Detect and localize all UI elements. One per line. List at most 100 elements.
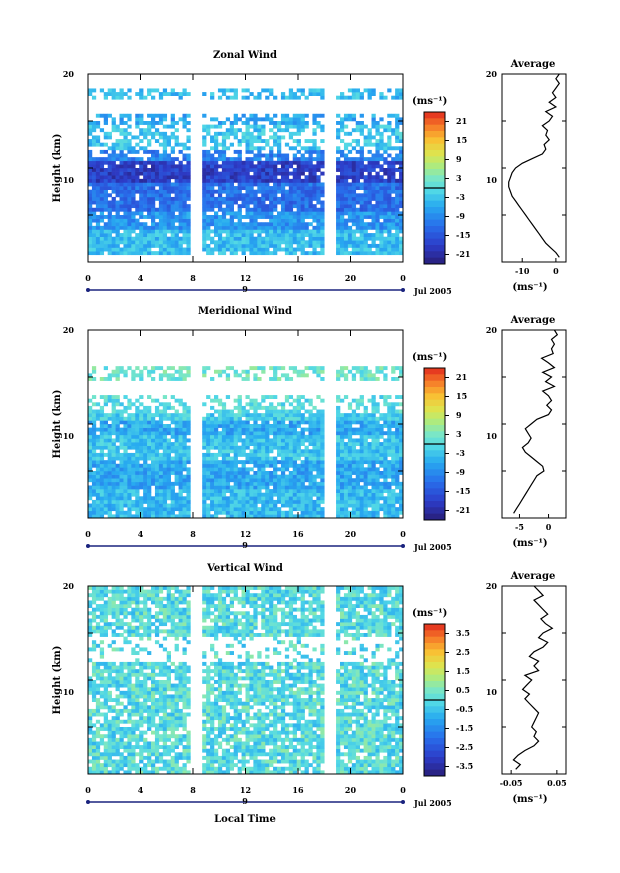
- heatmap-cell: [395, 402, 400, 407]
- heatmap-cell: [123, 416, 128, 421]
- heatmap-cell: [375, 157, 380, 162]
- heatmap-cell: [178, 171, 183, 176]
- heatmap-cell: [202, 489, 207, 493]
- heatmap-cell: [111, 467, 116, 472]
- heatmap-cell: [379, 204, 384, 209]
- heatmap-cell: [107, 168, 112, 172]
- heatmap-cell: [308, 481, 313, 486]
- heatmap-cell: [131, 251, 136, 256]
- heatmap-cell: [147, 485, 152, 490]
- heatmap-cell: [277, 160, 282, 165]
- heatmap-cell: [351, 207, 357, 212]
- heatmap-cell: [143, 222, 148, 227]
- heatmap-cell: [166, 514, 171, 518]
- heatmap-cell: [229, 189, 234, 194]
- heatmap-cell: [147, 463, 152, 468]
- heatmap-cell: [221, 251, 227, 256]
- heatmap-cell: [206, 175, 211, 180]
- heatmap-cell: [119, 507, 124, 512]
- heatmap-cell: [284, 251, 290, 256]
- heatmap-cell: [139, 240, 144, 245]
- heatmap-cell: [288, 135, 294, 140]
- heatmap-cell: [351, 200, 357, 205]
- heatmap-cell: [269, 377, 274, 381]
- heatmap-cell: [316, 481, 321, 486]
- heatmap-cell: [351, 182, 357, 187]
- heatmap-cell: [217, 471, 223, 475]
- heatmap-cell: [265, 193, 270, 198]
- heatmap-cell: [202, 481, 207, 486]
- heatmap-cell: [399, 178, 403, 183]
- heatmap-cell: [127, 485, 132, 490]
- heatmap-cell: [340, 434, 345, 439]
- heatmap-cell: [111, 481, 116, 486]
- heatmap-cell: [99, 160, 105, 165]
- heatmap-cell: [123, 236, 128, 241]
- heatmap-cell: [91, 492, 97, 497]
- heatmap-cell: [95, 402, 101, 407]
- heatmap-cell: [257, 460, 262, 465]
- heatmap-cell: [135, 424, 140, 428]
- heatmap-cell: [399, 507, 403, 512]
- heatmap-cell: [288, 395, 294, 399]
- heatmap-cell: [182, 88, 187, 93]
- heatmap-cell: [245, 492, 250, 497]
- heatmap-cell: [261, 460, 266, 465]
- heatmap-cell: [158, 113, 164, 118]
- heatmap-cell: [115, 398, 120, 403]
- heatmap-cell: [383, 218, 388, 223]
- heatmap-cell: [95, 222, 101, 227]
- heatmap-cell: [399, 164, 403, 169]
- heatmap-cell: [214, 460, 219, 465]
- heatmap-cell: [308, 449, 313, 454]
- heatmap-cell: [363, 182, 368, 187]
- heatmap-cell: [99, 395, 105, 399]
- heatmap-cell: [115, 186, 120, 190]
- heatmap-cell: [111, 95, 116, 100]
- heatmap-cell: [174, 420, 179, 425]
- heatmap-cell: [261, 229, 266, 234]
- heatmap-cell: [359, 427, 364, 432]
- heatmap-cell: [347, 405, 353, 410]
- heatmap-cell: [312, 225, 317, 230]
- heatmap-cell: [91, 478, 97, 483]
- heatmap-cell: [214, 507, 219, 512]
- heatmap-cell: [383, 442, 388, 446]
- heatmap-cell: [316, 124, 321, 129]
- heatmap-cell: [202, 222, 207, 227]
- heatmap-cell: [383, 398, 388, 403]
- heatmap-cell: [143, 200, 148, 205]
- heatmap-cell: [143, 160, 148, 165]
- heatmap-cell: [395, 485, 400, 490]
- heatmap-cell: [269, 507, 274, 512]
- heatmap-cell: [151, 452, 156, 457]
- heatmap-cell: [375, 456, 380, 461]
- heatmap-cell: [119, 442, 124, 446]
- heatmap-cell: [237, 431, 242, 436]
- heatmap-cell: [225, 233, 231, 237]
- heatmap-cell: [265, 514, 270, 518]
- heatmap-cell: [139, 514, 144, 518]
- heatmap-cell: [135, 222, 140, 227]
- heatmap-cell: [174, 135, 179, 140]
- heatmap-cell: [158, 171, 164, 176]
- heatmap-cell: [119, 366, 124, 371]
- heatmap-cell: [257, 215, 262, 219]
- heatmap-cell: [99, 247, 105, 252]
- heatmap-cell: [269, 510, 274, 515]
- heatmap-cell: [265, 186, 270, 190]
- heatmap-cell: [143, 507, 148, 512]
- heatmap-cell: [99, 193, 105, 198]
- heatmap-cell: [111, 398, 116, 403]
- heatmap-cell: [343, 160, 349, 165]
- heatmap-cell: [375, 442, 380, 446]
- heatmap-cell: [355, 175, 360, 180]
- heatmap-cell: [139, 193, 144, 198]
- heatmap-cell: [273, 499, 278, 504]
- heatmap-cell: [277, 424, 282, 428]
- heatmap-cell: [347, 233, 353, 237]
- heatmap-cell: [135, 243, 140, 248]
- heatmap-cell: [119, 463, 124, 468]
- heatmap-cell: [99, 463, 105, 468]
- heatmap-cell: [312, 467, 317, 472]
